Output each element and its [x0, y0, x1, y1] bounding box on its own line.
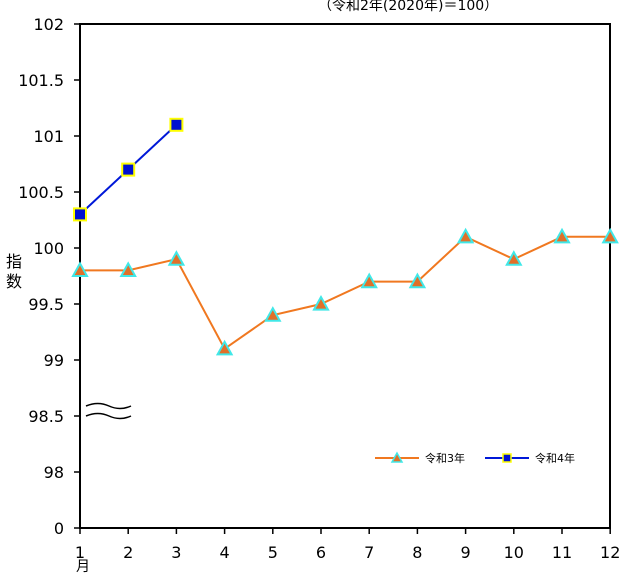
data-point	[215, 339, 234, 356]
y-axis-label: 指数	[6, 252, 23, 291]
x-tick-label: 3	[171, 543, 181, 562]
y-tick-label: 100.5	[18, 183, 64, 202]
y-axis-ticks: 102 101.5 101 100.5 100 99.5 99 98.5 98 0	[18, 15, 80, 538]
y-tick-label: 101.5	[18, 71, 64, 90]
legend: 令和3年 令和4年	[375, 451, 575, 465]
x-tick-label: 7	[364, 543, 374, 562]
x-tick-label: 5	[268, 543, 278, 562]
x-tick-label: 12	[600, 543, 620, 562]
y-tick-label: 99	[44, 351, 64, 370]
x-tick-label: 6	[316, 543, 326, 562]
data-point	[312, 294, 330, 311]
y-tick-label: 102	[33, 15, 64, 34]
data-point	[360, 272, 378, 289]
legend-marker	[390, 451, 404, 463]
y-tick-label: 98	[44, 463, 64, 482]
series-line	[80, 235, 611, 351]
data-point	[553, 227, 571, 244]
data-point	[601, 227, 619, 244]
legend-label: 令和3年	[425, 451, 465, 465]
plot-area	[79, 23, 611, 529]
y-tick-label: 100	[33, 239, 64, 258]
x-tick-label: 4	[220, 543, 230, 562]
y-tick-label: 0	[54, 519, 64, 538]
data-point	[456, 227, 475, 244]
x-tick-label: 10	[504, 543, 524, 562]
data-point	[73, 207, 87, 222]
data-point	[264, 306, 282, 322]
x-tick-label: 9	[461, 543, 471, 562]
x-axis-ticks: 1 2 3 4 5 6 7 8 9 10 11 12	[75, 528, 620, 562]
data-point	[408, 272, 427, 289]
data-point	[505, 250, 523, 266]
x-tick-label: 2	[123, 543, 133, 562]
index-base-note: （令和2年(2020年)＝100）	[318, 0, 499, 14]
series-layer	[71, 117, 619, 356]
data-point	[169, 117, 184, 132]
legend-label: 令和4年	[535, 451, 575, 465]
data-point	[119, 261, 137, 277]
legend-marker	[502, 453, 512, 463]
data-point	[71, 261, 89, 277]
x-tick-label: 1	[75, 543, 85, 562]
x-tick-label: 8	[412, 543, 422, 562]
data-point	[167, 250, 186, 266]
y-tick-label: 98.5	[28, 407, 64, 426]
x-axis-unit: 月	[76, 559, 90, 575]
axis-break-mark	[85, 402, 132, 420]
y-tick-label: 99.5	[28, 295, 64, 314]
y-tick-label: 101	[33, 127, 64, 146]
x-tick-label: 11	[552, 543, 572, 562]
data-point	[121, 162, 136, 177]
